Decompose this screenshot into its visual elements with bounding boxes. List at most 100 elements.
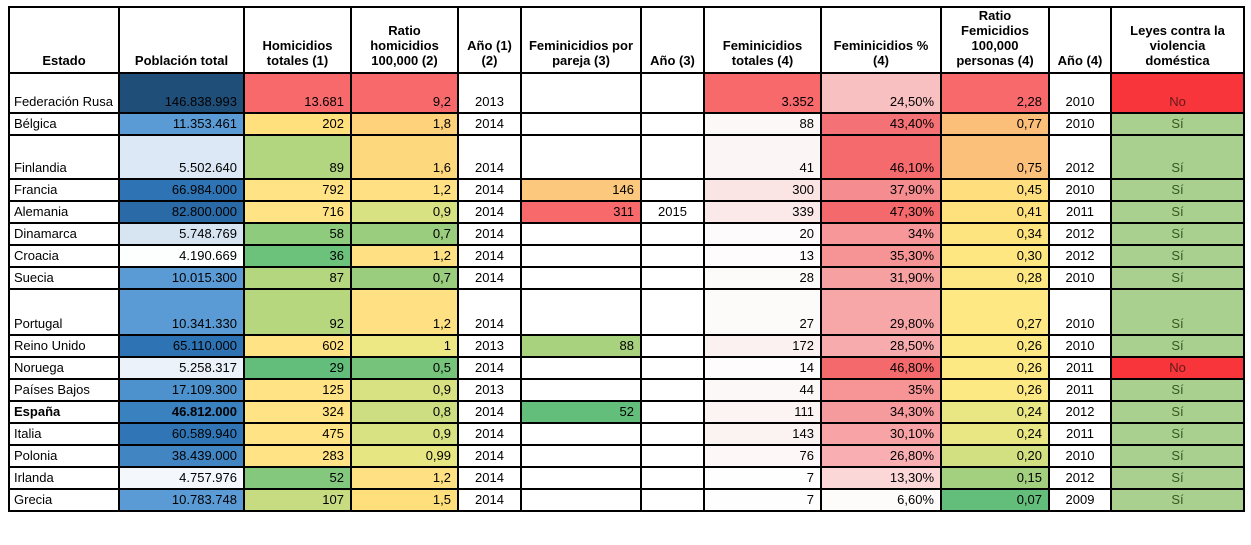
value-cell[interactable]: 0,77 (940, 111, 1050, 136)
value-cell[interactable]: 6,60% (820, 487, 942, 512)
value-cell[interactable]: 87 (243, 265, 352, 290)
value-cell[interactable]: 13.681 (243, 71, 352, 114)
value-cell[interactable]: 20 (703, 221, 822, 246)
value-cell[interactable] (520, 221, 642, 246)
value-cell[interactable]: 146.838.993 (118, 71, 245, 114)
value-cell[interactable]: 5.258.317 (118, 355, 245, 380)
value-cell[interactable]: No (1110, 71, 1245, 114)
value-cell[interactable]: 13 (703, 243, 822, 268)
column-header[interactable]: Año (4) (1048, 6, 1112, 74)
column-header[interactable]: Año (3) (640, 6, 705, 74)
value-cell[interactable]: 143 (703, 421, 822, 446)
state-cell[interactable]: Grecia (8, 487, 120, 512)
value-cell[interactable]: 0,7 (350, 265, 459, 290)
value-cell[interactable]: Sí (1110, 443, 1245, 468)
value-cell[interactable]: 10.783.748 (118, 487, 245, 512)
value-cell[interactable]: 300 (703, 177, 822, 202)
value-cell[interactable]: 2013 (457, 333, 522, 358)
value-cell[interactable] (520, 265, 642, 290)
value-cell[interactable]: 31,90% (820, 265, 942, 290)
value-cell[interactable]: 1,2 (350, 465, 459, 490)
state-cell[interactable]: Italia (8, 421, 120, 446)
value-cell[interactable] (640, 133, 705, 180)
value-cell[interactable]: 10.341.330 (118, 287, 245, 336)
value-cell[interactable]: 46,80% (820, 355, 942, 380)
value-cell[interactable]: 1,2 (350, 177, 459, 202)
value-cell[interactable]: 10.015.300 (118, 265, 245, 290)
value-cell[interactable]: 11.353.461 (118, 111, 245, 136)
value-cell[interactable]: 2014 (457, 221, 522, 246)
value-cell[interactable] (640, 443, 705, 468)
value-cell[interactable]: 2014 (457, 243, 522, 268)
value-cell[interactable]: 58 (243, 221, 352, 246)
value-cell[interactable]: Sí (1110, 377, 1245, 402)
state-cell[interactable]: Croacia (8, 243, 120, 268)
state-cell[interactable]: Reino Unido (8, 333, 120, 358)
column-header[interactable]: Población total (118, 6, 245, 74)
value-cell[interactable]: 2010 (1048, 443, 1112, 468)
value-cell[interactable] (520, 465, 642, 490)
value-cell[interactable]: 13,30% (820, 465, 942, 490)
value-cell[interactable]: 2014 (457, 133, 522, 180)
value-cell[interactable]: 0,45 (940, 177, 1050, 202)
value-cell[interactable]: 2010 (1048, 177, 1112, 202)
value-cell[interactable]: 0,26 (940, 377, 1050, 402)
value-cell[interactable] (640, 111, 705, 136)
value-cell[interactable] (640, 287, 705, 336)
value-cell[interactable]: 0,26 (940, 355, 1050, 380)
value-cell[interactable]: 38.439.000 (118, 443, 245, 468)
value-cell[interactable]: 0,9 (350, 377, 459, 402)
value-cell[interactable]: 27 (703, 287, 822, 336)
value-cell[interactable]: 28 (703, 265, 822, 290)
value-cell[interactable] (640, 243, 705, 268)
value-cell[interactable]: Sí (1110, 465, 1245, 490)
value-cell[interactable]: 65.110.000 (118, 333, 245, 358)
value-cell[interactable]: 2010 (1048, 287, 1112, 336)
value-cell[interactable]: 1,6 (350, 133, 459, 180)
value-cell[interactable]: 0,26 (940, 333, 1050, 358)
value-cell[interactable]: 0,8 (350, 399, 459, 424)
value-cell[interactable]: 82.800.000 (118, 199, 245, 224)
value-cell[interactable]: Sí (1110, 177, 1245, 202)
value-cell[interactable]: Sí (1110, 243, 1245, 268)
value-cell[interactable]: 29,80% (820, 287, 942, 336)
value-cell[interactable]: 2012 (1048, 221, 1112, 246)
value-cell[interactable]: 107 (243, 487, 352, 512)
value-cell[interactable]: 1,2 (350, 243, 459, 268)
state-cell[interactable]: Federación Rusa (8, 71, 120, 114)
value-cell[interactable]: 88 (520, 333, 642, 358)
value-cell[interactable]: 0,9 (350, 199, 459, 224)
value-cell[interactable] (520, 243, 642, 268)
value-cell[interactable]: 92 (243, 287, 352, 336)
value-cell[interactable]: 14 (703, 355, 822, 380)
value-cell[interactable] (520, 487, 642, 512)
value-cell[interactable] (640, 333, 705, 358)
value-cell[interactable]: 0,5 (350, 355, 459, 380)
value-cell[interactable]: 9,2 (350, 71, 459, 114)
value-cell[interactable]: 35% (820, 377, 942, 402)
value-cell[interactable]: 792 (243, 177, 352, 202)
value-cell[interactable]: 17.109.300 (118, 377, 245, 402)
value-cell[interactable]: 76 (703, 443, 822, 468)
state-cell[interactable]: Francia (8, 177, 120, 202)
value-cell[interactable]: Sí (1110, 399, 1245, 424)
value-cell[interactable]: 5.748.769 (118, 221, 245, 246)
state-cell[interactable]: Alemania (8, 199, 120, 224)
value-cell[interactable]: 0,28 (940, 265, 1050, 290)
value-cell[interactable]: 52 (243, 465, 352, 490)
value-cell[interactable] (640, 221, 705, 246)
value-cell[interactable] (520, 287, 642, 336)
column-header[interactable]: Año (1) (2) (457, 6, 522, 74)
value-cell[interactable]: 2012 (1048, 465, 1112, 490)
value-cell[interactable]: 0,41 (940, 199, 1050, 224)
column-header[interactable]: Feminicidios por pareja (3) (520, 6, 642, 74)
state-cell[interactable]: Noruega (8, 355, 120, 380)
value-cell[interactable]: 2014 (457, 399, 522, 424)
column-header[interactable]: Ratio Femicidios 100,000 personas (4) (940, 6, 1050, 74)
value-cell[interactable]: 44 (703, 377, 822, 402)
value-cell[interactable] (520, 133, 642, 180)
value-cell[interactable]: 2009 (1048, 487, 1112, 512)
value-cell[interactable]: 1,2 (350, 287, 459, 336)
value-cell[interactable]: 202 (243, 111, 352, 136)
value-cell[interactable] (640, 377, 705, 402)
